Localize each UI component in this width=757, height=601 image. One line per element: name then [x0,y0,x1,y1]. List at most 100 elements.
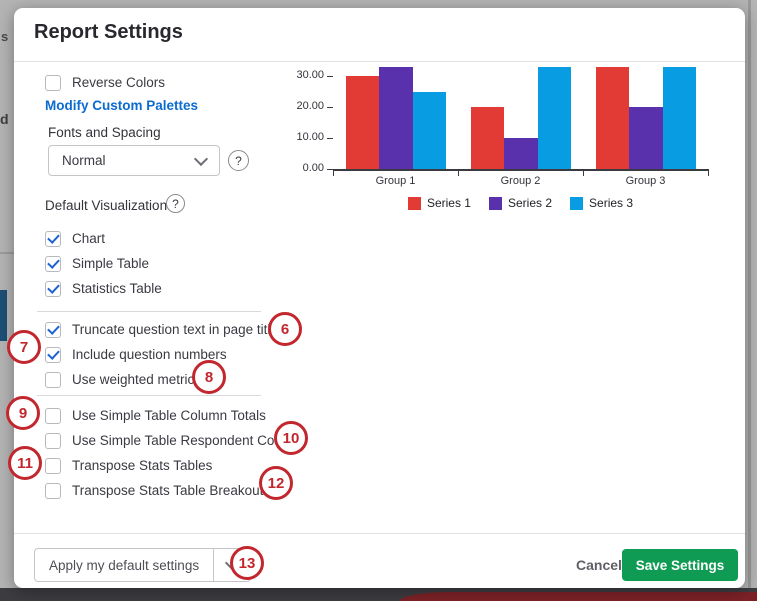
legend-item: Series 3 [570,196,633,210]
apply-settings-dropdown-toggle[interactable] [213,549,250,581]
annotation-13: 13 [230,546,264,580]
statistics-table-checkbox[interactable] [45,280,61,297]
legend-item: Series 1 [407,196,471,210]
annotation-10: 10 [274,421,308,455]
include-question-numbers-checkbox[interactable] [45,346,61,363]
truncate-question-text-label: Truncate question text in page titles [72,322,285,337]
simple-table-column-totals-label: Use Simple Table Column Totals [72,408,266,423]
background-scrollbar[interactable] [748,0,751,601]
bar-series1-group2 [471,107,505,169]
annotation-12: 12 [259,466,293,500]
x-axis-category-label: Group 1 [375,175,416,187]
simple-table-respondent-counts-row[interactable]: Use Simple Table Respondent Counts [45,432,300,449]
statistics-table-label: Statistics Table [72,281,162,296]
simple-table-column-totals-row[interactable]: Use Simple Table Column Totals [45,407,266,424]
chart-legend: Series 1 Series 2 Series 3 [333,196,708,210]
use-weighted-metrics-checkbox[interactable] [45,371,61,388]
reverse-colors-checkbox[interactable] [45,74,61,91]
footer-divider [14,533,745,534]
x-axis-tick [333,169,334,176]
simple-table-respondent-counts-label: Use Simple Table Respondent Counts [72,433,300,448]
truncate-question-text-row[interactable]: Truncate question text in page titles [45,321,285,338]
simple-table-checkbox[interactable] [45,255,61,272]
y-axis-tick-label: 20.00 [296,100,324,112]
bar-series3-group2 [537,66,571,169]
cancel-button[interactable]: Cancel [576,557,622,573]
annotation-11: 11 [8,446,42,480]
bar-series2-group3 [629,107,663,169]
apply-default-settings-button[interactable]: Apply my default settings [49,557,200,573]
fonts-and-spacing-select[interactable]: Normal [48,145,220,176]
background-navy-block [0,290,7,341]
transpose-stats-table-breakouts-row[interactable]: Transpose Stats Table Breakouts [45,482,270,499]
reverse-colors-row[interactable]: Reverse Colors [45,74,165,91]
select-value: Normal [62,153,106,168]
apply-default-settings-split-button[interactable]: Apply my default settings [34,548,252,582]
annotation-7: 7 [7,330,41,364]
transpose-stats-tables-label: Transpose Stats Tables [72,458,213,473]
simple-table-respondent-counts-checkbox[interactable] [45,432,61,449]
transpose-stats-table-breakouts-checkbox[interactable] [45,482,61,499]
annotation-6: 6 [268,312,302,346]
legend-swatch [488,196,502,210]
legend-label: Series 3 [589,196,634,210]
help-icon[interactable]: ? [166,194,185,213]
transpose-stats-tables-checkbox[interactable] [45,457,61,474]
fonts-and-spacing-label: Fonts and Spacing [48,125,161,140]
simple-table-label: Simple Table [72,256,150,271]
default-visualizations-label: Default Visualizations [45,198,174,213]
report-settings-dialog: Report Settings Reverse Colors Modify Cu… [14,8,745,588]
save-settings-button[interactable]: Save Settings [622,549,738,581]
bar-series1-group1 [346,76,380,169]
legend-swatch [407,196,421,210]
legend-label: Series 1 [426,196,471,210]
include-question-numbers-label: Include question numbers [72,347,227,362]
background-maroon-bar [400,592,757,601]
section-divider [37,395,261,396]
background-text-fragment: s [1,29,9,44]
bar-series3-group1 [412,91,446,169]
use-weighted-metrics-label: Use weighted metrics [72,372,202,387]
modify-custom-palettes-link[interactable]: Modify Custom Palettes [45,98,199,113]
help-icon[interactable]: ? [228,150,249,171]
use-weighted-metrics-row[interactable]: Use weighted metrics [45,371,201,388]
bar-series2-group2 [504,138,538,169]
bar-series3-group3 [662,66,696,169]
bar-series1-group3 [596,66,630,169]
background-divider [0,252,14,254]
chart-label: Chart [72,231,106,246]
chart-option-row[interactable]: Chart [45,230,105,247]
simple-table-column-totals-checkbox[interactable] [45,407,61,424]
dialog-title: Report Settings [34,21,183,43]
x-axis-category-label: Group 3 [625,175,666,187]
annotation-9: 9 [6,396,40,430]
section-divider [37,311,261,312]
y-axis-tick [327,169,333,170]
bar-series2-group1 [379,66,413,169]
x-axis-tick [583,169,584,176]
x-axis-line [333,169,708,171]
y-axis-tick-label: 10.00 [296,131,324,143]
annotation-8: 8 [192,360,226,394]
x-axis-tick [458,169,459,176]
chevron-down-icon [193,151,209,166]
x-axis-tick [708,169,709,176]
transpose-stats-tables-row[interactable]: Transpose Stats Tables [45,457,212,474]
header-divider [14,61,745,62]
legend-swatch [570,196,584,210]
simple-table-option-row[interactable]: Simple Table [45,255,149,272]
y-axis-tick [327,76,333,77]
reverse-colors-label: Reverse Colors [72,75,166,90]
legend-label: Series 2 [507,196,553,210]
statistics-table-option-row[interactable]: Statistics Table [45,280,162,297]
x-axis-category-label: Group 2 [500,175,541,187]
y-axis-tick-label: 30.00 [296,69,324,81]
y-axis-tick-label: 0.00 [302,162,324,174]
y-axis-tick [327,107,333,108]
y-axis-tick [327,138,333,139]
legend-item: Series 2 [488,196,553,210]
chart-checkbox[interactable] [45,230,61,247]
include-question-numbers-row[interactable]: Include question numbers [45,346,227,363]
truncate-question-text-checkbox[interactable] [45,321,61,338]
